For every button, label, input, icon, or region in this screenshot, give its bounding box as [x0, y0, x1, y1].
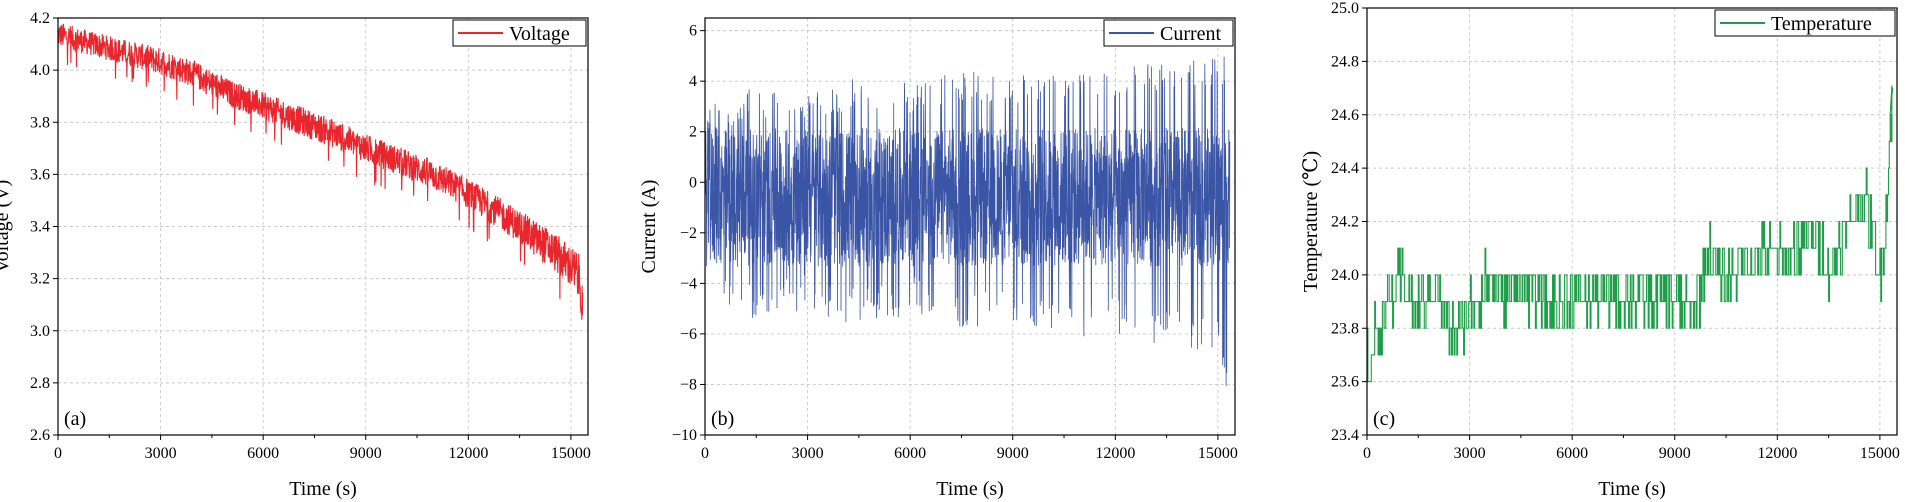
x-tick-label: 3000	[792, 445, 824, 462]
x-axis-title: Time (s)	[289, 478, 357, 500]
x-tick-label: 15000	[551, 445, 591, 462]
voltage-chart: 0 3000 6000 9000 12000 15000 2.6 2.8 3.0 3.2 3.4 3.…	[0, 10, 591, 500]
y-tick-label: −8	[680, 376, 697, 393]
y-tick-label: 3.4	[30, 219, 50, 236]
legend: Voltage	[452, 19, 587, 47]
x-tick-label: 9000	[350, 445, 382, 462]
x-tick-label: 3000	[145, 445, 177, 462]
x-tick-label: 0	[1363, 445, 1371, 462]
x-tick-label: 0	[701, 445, 709, 462]
y-tick-label: 2	[689, 124, 697, 141]
x-tick-label: 12000	[1757, 445, 1797, 462]
x-tick-label: 9000	[997, 445, 1029, 462]
y-tick-label: 23.4	[1331, 427, 1359, 444]
x-tick-label: 0	[54, 445, 62, 462]
x-tick-label: 15000	[1860, 445, 1900, 462]
x-tick-label: 12000	[448, 445, 488, 462]
x-tick-label: 6000	[1556, 445, 1588, 462]
x-tick-label: 15000	[1198, 445, 1238, 462]
y-tick-label: 6	[689, 23, 697, 40]
panel-label-b: (b)	[711, 408, 734, 430]
x-tick-label: 9000	[1659, 445, 1691, 462]
y-tick-label: 4	[689, 73, 697, 90]
x-tick-label: 3000	[1454, 445, 1486, 462]
y-tick-label: 24.6	[1331, 107, 1359, 124]
legend-label-temperature: Temperature	[1771, 13, 1872, 35]
legend-label-current: Current	[1160, 23, 1222, 45]
y-tick-label: 24.0	[1331, 267, 1359, 284]
legend: Current	[1103, 19, 1234, 47]
y-tick-label: −10	[672, 427, 697, 444]
y-tick-label: 4.2	[30, 10, 50, 27]
y-tick-label: −4	[680, 275, 697, 292]
series-line-temperature	[1367, 85, 1894, 383]
y-tick-label: −2	[680, 225, 697, 242]
series-line-current	[704, 56, 1231, 387]
y-tick-label: 3.8	[30, 114, 50, 131]
x-axis-title: Time (s)	[1598, 478, 1666, 500]
x-axis-title: Time (s)	[936, 478, 1004, 500]
y-tick-label: −6	[680, 326, 697, 343]
series-line-voltage	[57, 23, 584, 320]
y-tick-label: 3.0	[30, 323, 50, 340]
panel-label-a: (a)	[64, 408, 86, 430]
y-tick-label: 23.8	[1331, 320, 1359, 337]
y-tick-label: 0	[689, 174, 697, 191]
y-tick-label: 24.8	[1331, 53, 1359, 70]
legend: Temperature	[1714, 9, 1896, 37]
y-axis-title: Current (A)	[638, 180, 660, 274]
y-axis-title: Voltage (V)	[0, 180, 13, 274]
y-tick-label: 4.0	[30, 62, 50, 79]
y-tick-label: 24.2	[1331, 214, 1359, 231]
y-tick-label: 24.4	[1331, 160, 1359, 177]
current-chart: 0 3000 6000 9000 12000 15000 −10 −8 −6 −4 −2 0 2 4 6 C…	[638, 17, 1238, 500]
plot-frame	[704, 17, 1236, 436]
legend-label-voltage: Voltage	[509, 23, 570, 45]
temperature-chart: 0 3000 6000 9000 12000 15000 23.4 23.6 23.8 24.0 2…	[1300, 0, 1900, 500]
y-tick-label: 2.6	[30, 427, 50, 444]
y-tick-label: 23.6	[1331, 374, 1359, 391]
x-tick-label: 6000	[894, 445, 926, 462]
panel-label-c: (c)	[1373, 408, 1395, 430]
y-tick-label: 3.2	[30, 271, 50, 288]
x-tick-label: 12000	[1095, 445, 1135, 462]
y-tick-label: 25.0	[1331, 0, 1359, 17]
y-axis-title: Temperature (℃)	[1300, 151, 1322, 292]
x-tick-label: 6000	[247, 445, 279, 462]
y-tick-label: 3.6	[30, 166, 50, 183]
y-tick-label: 2.8	[30, 375, 50, 392]
